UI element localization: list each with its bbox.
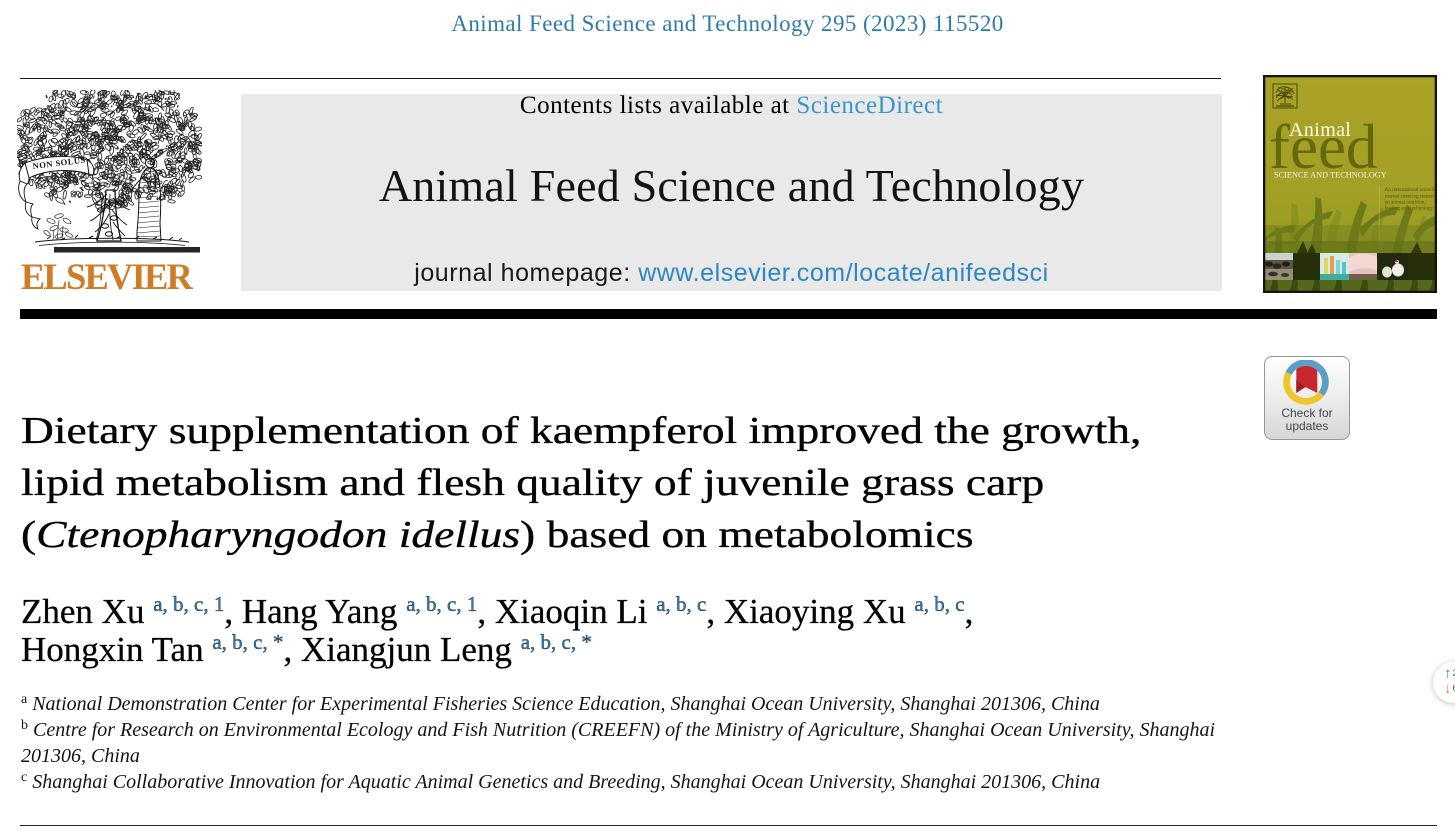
svg-text:feeding and technology: feeding and technology: [1385, 205, 1434, 212]
svg-text:Animal: Animal: [1289, 119, 1351, 141]
svg-text:An international scientific: An international scientific: [1385, 186, 1438, 193]
svg-text:journal covering research: journal covering research: [1384, 194, 1438, 200]
svg-text:SCIENCE AND TECHNOLOGY: SCIENCE AND TECHNOLOGY: [1274, 171, 1387, 180]
svg-text:feed: feed: [1269, 112, 1377, 182]
svg-text:on animal nutrition,: on animal nutrition,: [1385, 200, 1426, 206]
